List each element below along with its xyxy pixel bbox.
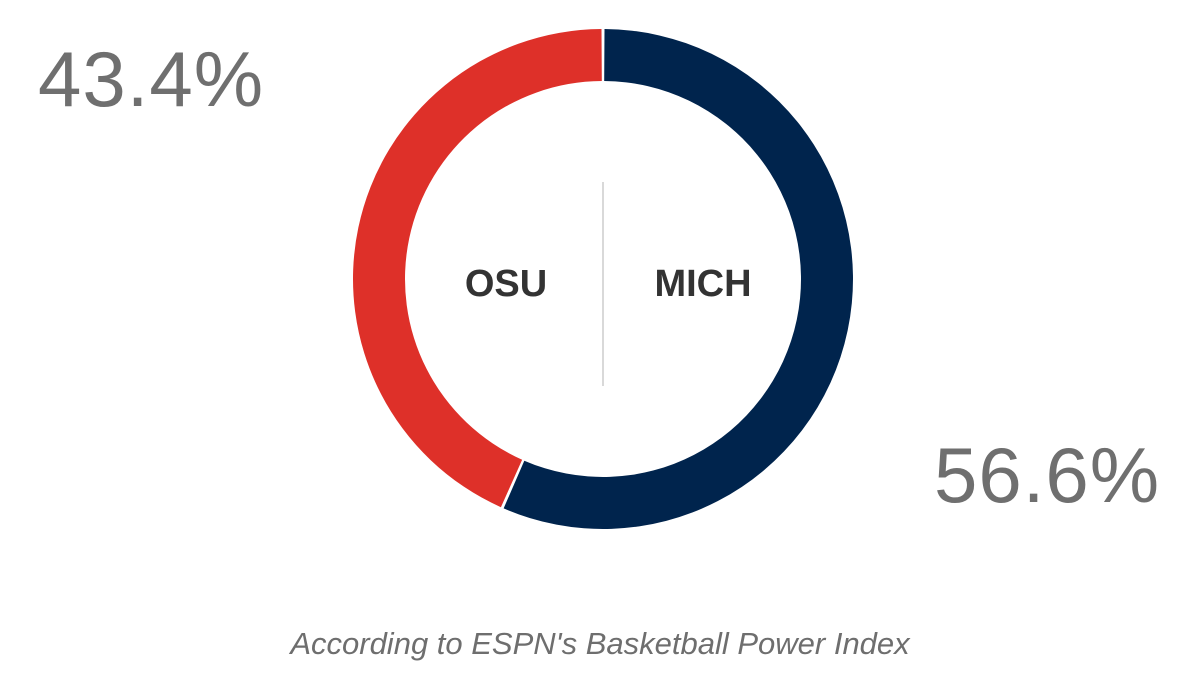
donut-slice-mich: [503, 29, 853, 530]
donut-slices: [352, 29, 853, 530]
source-caption: According to ESPN's Basketball Power Ind…: [290, 626, 910, 661]
donut-slice-osu: [352, 29, 602, 508]
mich-percentage-label: 56.6%: [934, 431, 1161, 519]
osu-percentage-label: 43.4%: [38, 35, 265, 123]
mich-team-label: MICH: [654, 263, 751, 305]
osu-team-label: OSU: [465, 263, 547, 305]
